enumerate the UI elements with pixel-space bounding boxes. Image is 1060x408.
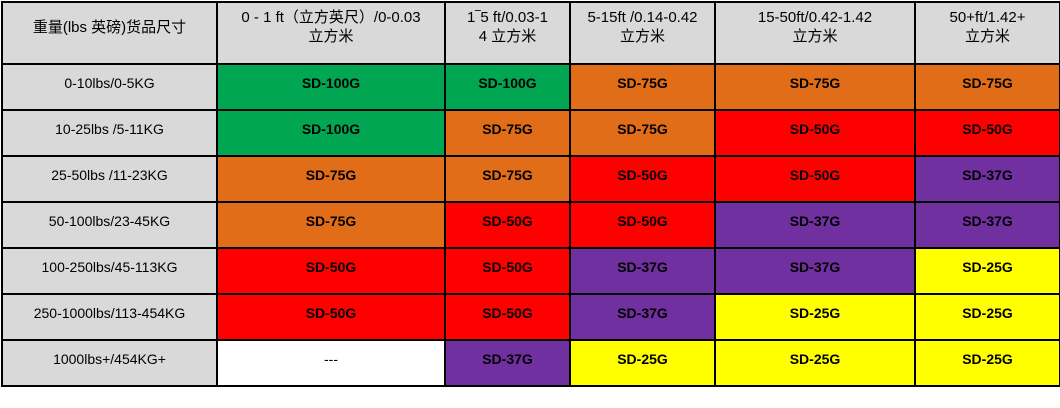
- rate-cell: SD-100G: [216, 63, 446, 111]
- col-header-5-15ft: 5-15ft /0.14-0.42 立方米: [569, 1, 716, 65]
- row-label: 25-50lbs /11-23KG: [1, 155, 218, 203]
- col-header-50plus-ft: 50+ft/1.42+ 立方米: [914, 1, 1060, 65]
- rate-cell: SD-25G: [714, 293, 916, 341]
- row-label: 250-1000lbs/113-454KG: [1, 293, 218, 341]
- rate-cell: SD-37G: [714, 201, 916, 249]
- col-header-0-1ft: 0 - 1 ft（立方英尺）/0-0.03 立方米: [216, 1, 446, 65]
- table-row: 10-25lbs /5-11KG SD-100G SD-75G SD-75G S…: [1, 109, 1060, 157]
- rate-table: 重量(lbs 英磅)货品尺寸 0 - 1 ft（立方英尺）/0-0.03 立方米…: [1, 1, 1060, 387]
- rate-cell: SD-75G: [216, 155, 446, 203]
- rate-cell: SD-37G: [714, 247, 916, 295]
- rate-cell-empty: ---: [216, 339, 446, 387]
- rate-cell: SD-50G: [569, 155, 716, 203]
- rate-cell: SD-25G: [569, 339, 716, 387]
- rate-cell: SD-25G: [914, 247, 1060, 295]
- rate-cell: SD-75G: [569, 109, 716, 157]
- rate-cell: SD-50G: [914, 109, 1060, 157]
- rate-cell: SD-25G: [714, 339, 916, 387]
- rate-cell: SD-37G: [569, 247, 716, 295]
- rate-cell: SD-37G: [444, 339, 571, 387]
- rate-cell: SD-37G: [569, 293, 716, 341]
- row-label: 50-100lbs/23-45KG: [1, 201, 218, 249]
- rate-cell: SD-75G: [714, 63, 916, 111]
- row-label: 1000lbs+/454KG+: [1, 339, 218, 387]
- rate-cell: SD-50G: [216, 247, 446, 295]
- table-row: 50-100lbs/23-45KG SD-75G SD-50G SD-50G S…: [1, 201, 1060, 249]
- rate-cell: SD-75G: [914, 63, 1060, 111]
- table-row: 1000lbs+/454KG+ --- SD-37G SD-25G SD-25G…: [1, 339, 1060, 387]
- rate-cell: SD-50G: [569, 201, 716, 249]
- rate-cell: SD-50G: [444, 247, 571, 295]
- table-header-row: 重量(lbs 英磅)货品尺寸 0 - 1 ft（立方英尺）/0-0.03 立方米…: [1, 1, 1060, 65]
- rate-cell: SD-37G: [914, 201, 1060, 249]
- rate-cell: SD-25G: [914, 339, 1060, 387]
- table-row: 250-1000lbs/113-454KG SD-50G SD-50G SD-3…: [1, 293, 1060, 341]
- rate-cell: SD-75G: [444, 155, 571, 203]
- rate-cell: SD-100G: [216, 109, 446, 157]
- table-row: 0-10lbs/0-5KG SD-100G SD-100G SD-75G SD-…: [1, 63, 1060, 111]
- col-header-1-5ft: 1‾5 ft/0.03-1 4 立方米: [444, 1, 571, 65]
- col-header-weight-size: 重量(lbs 英磅)货品尺寸: [1, 1, 218, 65]
- row-label: 10-25lbs /5-11KG: [1, 109, 218, 157]
- rate-cell: SD-75G: [216, 201, 446, 249]
- rate-cell: SD-50G: [444, 293, 571, 341]
- rate-cell: SD-37G: [914, 155, 1060, 203]
- col-header-15-50ft: 15-50ft/0.42-1.42 立方米: [714, 1, 916, 65]
- rate-cell: SD-50G: [216, 293, 446, 341]
- rate-cell: SD-50G: [714, 109, 916, 157]
- row-label: 100-250lbs/45-113KG: [1, 247, 218, 295]
- rate-cell: SD-75G: [444, 109, 571, 157]
- row-label: 0-10lbs/0-5KG: [1, 63, 218, 111]
- rate-cell: SD-75G: [569, 63, 716, 111]
- rate-cell: SD-50G: [714, 155, 916, 203]
- rate-cell: SD-25G: [914, 293, 1060, 341]
- rate-cell: SD-50G: [444, 201, 571, 249]
- table-row: 25-50lbs /11-23KG SD-75G SD-75G SD-50G S…: [1, 155, 1060, 203]
- rate-cell: SD-100G: [444, 63, 571, 111]
- table-row: 100-250lbs/45-113KG SD-50G SD-50G SD-37G…: [1, 247, 1060, 295]
